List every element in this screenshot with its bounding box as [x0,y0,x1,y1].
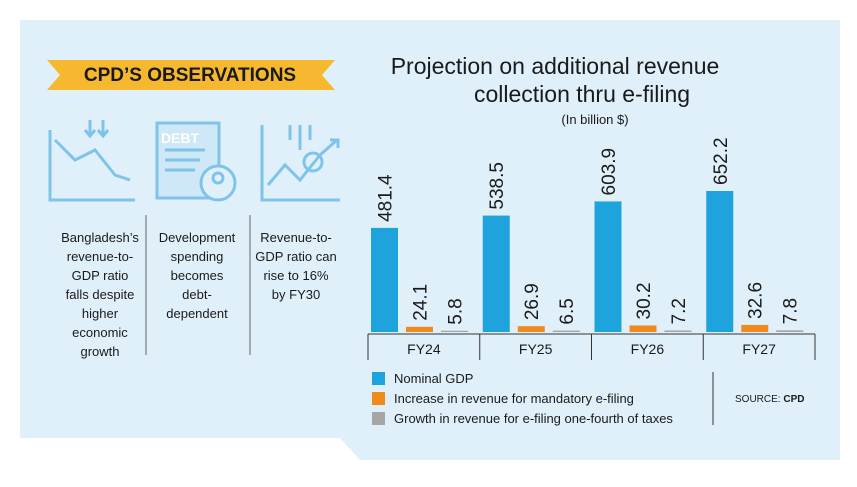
observation-text: Revenue-to- [260,230,332,245]
value-label: 481.4 [376,174,397,222]
value-label: 32.6 [746,282,767,319]
bar [776,330,804,332]
x-tick-label: FY27 [742,341,776,357]
source-label: SOURCE: [735,394,781,405]
observation-text: spending [171,249,224,264]
value-label: 7.2 [669,298,690,324]
source-name: CPD [783,394,804,405]
value-label: 26.9 [522,283,543,320]
bar [741,324,769,332]
observation-text: Bangladesh’s [61,230,139,245]
x-tick-label: FY24 [407,341,441,357]
value-label: 5.8 [446,298,467,324]
icon-debt: DEBT [155,121,237,202]
bar [482,215,510,332]
icon-decline [48,120,135,202]
legend-label: Nominal GDP [394,371,473,386]
legend-label: Increase in revenue for mandatory e-fili… [394,391,634,406]
observation-text: by FY30 [272,287,320,302]
value-label: 652.2 [711,137,732,185]
value-label: 24.1 [411,284,432,321]
observation-text: rise to 16% [263,268,328,283]
x-tick-label: FY26 [631,341,665,357]
background-panel [20,20,840,460]
observation-text: economic [72,325,128,340]
legend-label: Growth in revenue for e-filing one-fourt… [394,411,673,426]
observation-text: GDP ratio can [255,249,336,264]
bar [629,325,657,332]
chart-subtitle: (In billion $) [561,112,628,127]
value-label: 30.2 [634,282,655,319]
observation-text: higher [82,306,119,321]
icon-rise [260,125,340,202]
observation-text: dependent [166,306,228,321]
legend-swatch [372,412,385,425]
observation-text: becomes [171,268,224,283]
x-tick-label: FY25 [519,341,553,357]
chart-title-line2: collection thru e-filing [474,81,690,107]
chart-title: Projection on additional revenue [391,53,720,79]
bar [594,201,622,332]
value-label: 538.5 [487,162,508,210]
bar [517,326,545,332]
observation-text: revenue-to- [67,249,133,264]
observation-text: Development [159,230,236,245]
bar [664,330,692,332]
bar [406,326,433,332]
observation-text: debt- [182,287,212,302]
legend-swatch [372,392,385,405]
value-label: 6.5 [557,298,578,324]
icon-text: DEBT [161,130,200,146]
value-label: 603.9 [599,148,620,196]
value-label: 7.8 [781,298,802,324]
source: SOURCE: CPD [735,394,804,405]
observation-text: growth [80,344,119,359]
banner-text: CPD’S OBSERVATIONS [84,65,296,86]
observation-text: GDP ratio [72,268,129,283]
bar [441,330,468,332]
bar [552,330,580,332]
bar [371,227,398,332]
bar [706,191,734,332]
banner [47,60,335,90]
observation-text: falls despite [66,287,135,302]
legend-swatch [372,372,385,385]
